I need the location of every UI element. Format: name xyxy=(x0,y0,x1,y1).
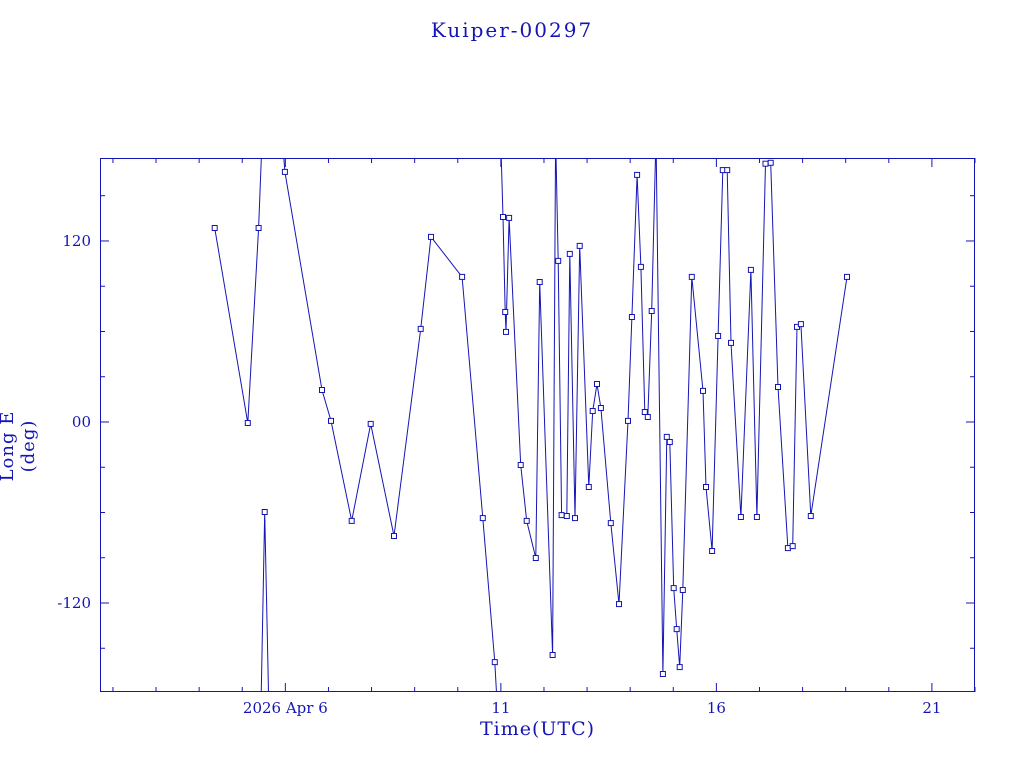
data-point-marker xyxy=(367,420,374,427)
data-point-marker xyxy=(244,420,251,426)
plot-frame xyxy=(100,158,975,692)
data-point-marker xyxy=(784,545,791,552)
series-line xyxy=(260,511,269,692)
axis-ticks xyxy=(100,158,976,692)
data-point-marker xyxy=(789,543,796,550)
data-point-marker xyxy=(281,168,288,175)
data-point-marker xyxy=(670,585,677,592)
data-point-marker xyxy=(589,408,596,414)
data-point-marker xyxy=(628,314,635,320)
data-point-marker xyxy=(558,512,565,519)
data-point-marker xyxy=(255,225,262,231)
data-point-marker xyxy=(797,321,804,328)
data-point-marker xyxy=(572,515,578,522)
data-point-marker xyxy=(644,414,651,420)
data-point-marker xyxy=(503,328,509,335)
x-tick-label: 11 xyxy=(491,699,510,717)
data-point-marker xyxy=(532,555,539,561)
data-point-marker xyxy=(459,273,466,280)
data-point-marker xyxy=(753,514,760,520)
data-point-marker xyxy=(728,339,734,346)
data-point-marker xyxy=(715,333,722,339)
data-point-marker xyxy=(616,601,622,608)
data-point-marker xyxy=(594,381,600,387)
data-point-marker xyxy=(563,513,570,519)
data-point-marker xyxy=(666,439,673,445)
x-tick-label: 21 xyxy=(922,699,941,717)
data-point-marker xyxy=(607,520,614,527)
data-point-marker xyxy=(211,225,218,231)
data-point-marker xyxy=(807,513,814,519)
data-point-marker xyxy=(506,214,513,221)
data-point-marker xyxy=(676,664,683,671)
data-point-marker xyxy=(417,325,424,332)
x-tick-label: 16 xyxy=(707,699,726,717)
x-axis-label: Time(UTC) xyxy=(479,718,596,740)
data-point-marker xyxy=(679,587,686,593)
data-point-marker xyxy=(555,257,562,264)
data-point-marker xyxy=(549,652,556,658)
data-point-marker xyxy=(261,509,268,515)
data-point-marker xyxy=(523,517,530,524)
y-tick-label: -120 xyxy=(57,594,91,612)
data-point-marker xyxy=(597,405,604,411)
y-tick-label: 00 xyxy=(72,413,91,431)
data-point-marker xyxy=(724,167,731,174)
chart-title: Kuiper-00297 xyxy=(430,18,594,42)
axis-tick-labels: 2026 Apr 6 11 16 21 -120 00 120 xyxy=(57,232,941,717)
data-point-marker xyxy=(500,214,506,220)
data-point-marker xyxy=(348,517,355,524)
data-point-markers xyxy=(211,159,850,677)
data-point-marker xyxy=(663,433,670,440)
y-tick-label: 120 xyxy=(62,232,91,250)
data-point-marker xyxy=(517,462,524,468)
data-point-marker xyxy=(536,279,543,285)
x-tick-label: 2026 Apr 6 xyxy=(243,699,328,717)
data-point-marker xyxy=(775,384,781,390)
data-point-marker xyxy=(709,548,716,554)
data-point-marker xyxy=(648,308,655,314)
data-point-marker xyxy=(641,409,648,415)
data-point-marker xyxy=(491,659,498,666)
data-point-marker xyxy=(700,387,706,394)
data-point-marker xyxy=(659,671,666,677)
data-point-marker xyxy=(762,160,769,167)
series-line xyxy=(283,158,497,692)
data-point-marker xyxy=(625,417,631,424)
data-point-marker xyxy=(428,233,434,240)
data-point-marker xyxy=(576,242,583,249)
series-line xyxy=(500,158,848,675)
data-point-marker xyxy=(688,273,695,280)
data-point-marker xyxy=(747,266,754,273)
data-point-marker xyxy=(319,387,325,393)
data-point-marker xyxy=(585,484,592,490)
data-point-marker xyxy=(737,514,744,520)
series-long-e xyxy=(214,158,848,692)
data-point-marker xyxy=(391,533,397,539)
data-point-marker xyxy=(479,515,486,522)
data-point-marker xyxy=(566,250,573,257)
data-point-marker xyxy=(767,159,774,166)
data-point-marker xyxy=(844,273,850,280)
series-line xyxy=(214,158,262,424)
data-point-marker xyxy=(703,484,709,490)
data-point-marker xyxy=(328,417,334,424)
data-point-marker xyxy=(673,626,680,633)
data-point-marker xyxy=(634,171,641,178)
data-point-marker xyxy=(637,263,644,270)
data-point-marker xyxy=(502,309,509,315)
